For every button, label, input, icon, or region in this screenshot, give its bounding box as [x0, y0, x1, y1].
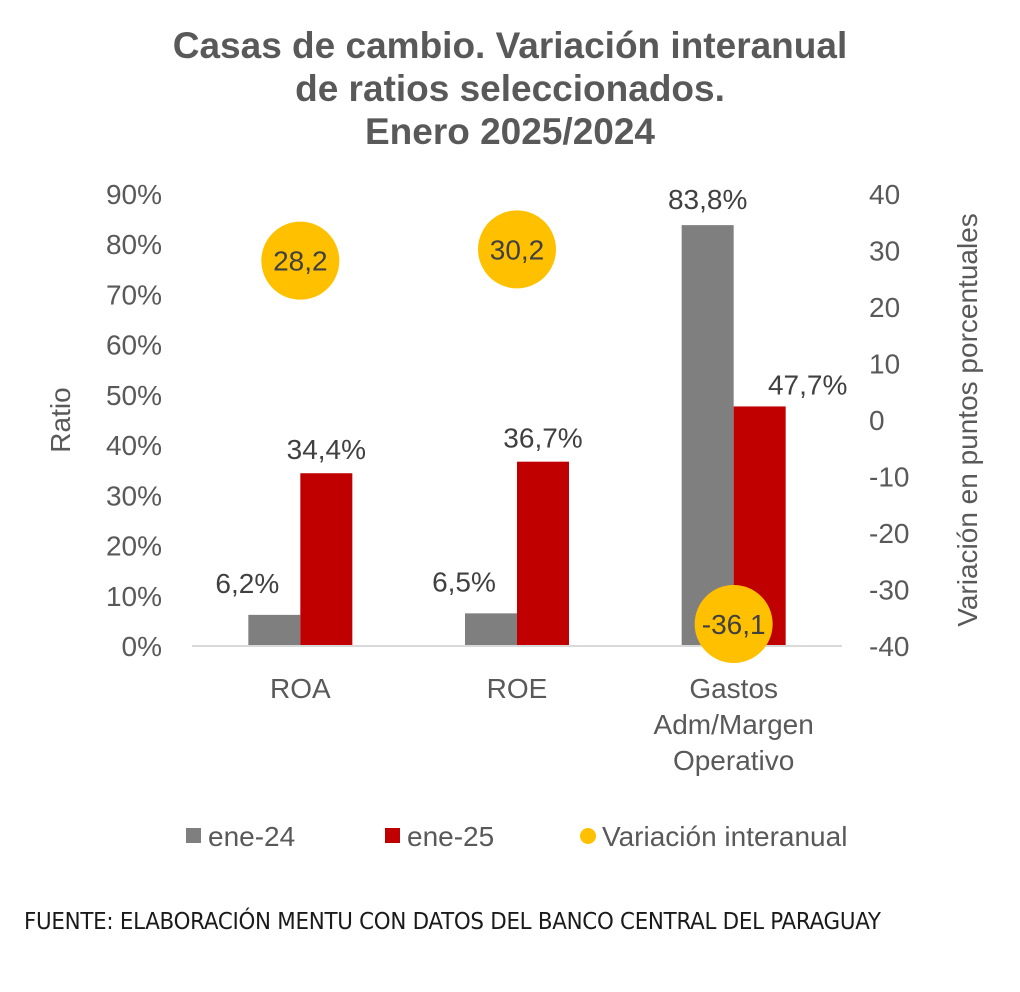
- right-tick-label: 0: [869, 405, 885, 436]
- left-tick-label: 40%: [106, 430, 162, 461]
- left-axis-ticks: 0% 10% 20% 30% 40% 50% 60% 70% 80% 90%: [106, 179, 162, 662]
- bar-data-label: 6,2%: [215, 568, 279, 599]
- title-line: Enero 2025/2024: [365, 111, 655, 152]
- variation-label: -36,1: [702, 609, 766, 640]
- category-label: ROA: [270, 673, 331, 704]
- right-tick-label: 40: [869, 179, 900, 210]
- left-tick-label: 70%: [106, 279, 162, 310]
- source-note: FUENTE: ELABORACIÓN MENTU CON DATOS DEL …: [24, 909, 881, 935]
- left-axis-title: Ratio: [45, 387, 76, 452]
- variation-label: 30,2: [490, 234, 545, 265]
- bar-data-label: 34,4%: [287, 434, 366, 465]
- right-tick-label: 10: [869, 349, 900, 380]
- variation-marker: [478, 210, 556, 289]
- variation-label: 28,2: [273, 246, 328, 277]
- category-label: ROE: [487, 673, 548, 704]
- category-labels: ROA ROE Gastos Adm/Margen Operativo: [270, 673, 814, 776]
- chart-title: Casas de cambio. Variación interanualde …: [173, 25, 848, 152]
- right-axis-title: Variación en puntos porcentuales: [952, 213, 983, 627]
- category-label: Operativo: [673, 745, 794, 776]
- bar-data-label: 47,7%: [768, 369, 847, 400]
- right-tick-label: -10: [869, 462, 909, 493]
- legend-label: ene-24: [208, 821, 295, 852]
- left-tick-label: 20%: [106, 531, 162, 562]
- legend-label: ene-25: [407, 821, 494, 852]
- title-line: Casas de cambio. Variación interanual: [173, 25, 848, 66]
- bar-ene-25: [517, 461, 569, 646]
- legend-swatch: [580, 828, 596, 844]
- combo-chart: Casas de cambio. Variación interanualde …: [45, 25, 983, 852]
- right-tick-label: -40: [869, 631, 909, 662]
- right-tick-label: 30: [869, 236, 900, 267]
- right-tick-label: -30: [869, 575, 909, 606]
- variation-markers: 28,2 30,2 -36,1: [261, 210, 773, 663]
- bar-data-labels: 6,2% 6,5% 83,8% 34,4% 36,7% 47,7%: [215, 184, 847, 599]
- left-tick-label: 0%: [122, 631, 162, 662]
- bar-data-label: 36,7%: [503, 423, 582, 454]
- right-axis-ticks: -40 -30 -20 -10 0 10 20 30 40: [869, 179, 909, 662]
- left-tick-label: 30%: [106, 480, 162, 511]
- bar-ene-25: [300, 473, 353, 646]
- bar-data-label: 6,5%: [432, 566, 496, 597]
- bar-ene-24: [681, 225, 734, 647]
- left-tick-label: 50%: [106, 380, 162, 411]
- left-tick-label: 80%: [106, 229, 162, 260]
- title-line: de ratios seleccionados.: [295, 68, 725, 109]
- category-label: Adm/Margen: [654, 709, 814, 740]
- bar-data-label: 83,8%: [668, 184, 747, 215]
- bar-ene-24: [465, 613, 517, 646]
- category-label: Gastos: [689, 673, 778, 704]
- bars: [248, 225, 786, 647]
- variation-marker: [261, 221, 340, 300]
- right-tick-label: 20: [869, 292, 900, 323]
- legend-swatch: [186, 828, 201, 843]
- variation-marker: [694, 584, 773, 663]
- legend: ene-24 ene-25 Variación interanual: [186, 821, 847, 852]
- left-tick-label: 90%: [106, 179, 162, 210]
- right-tick-label: -20: [869, 518, 909, 549]
- bar-ene-24: [248, 614, 301, 646]
- left-tick-label: 10%: [106, 581, 162, 612]
- legend-swatch: [385, 828, 400, 843]
- left-tick-label: 60%: [106, 330, 162, 361]
- legend-label: Variación interanual: [602, 821, 847, 852]
